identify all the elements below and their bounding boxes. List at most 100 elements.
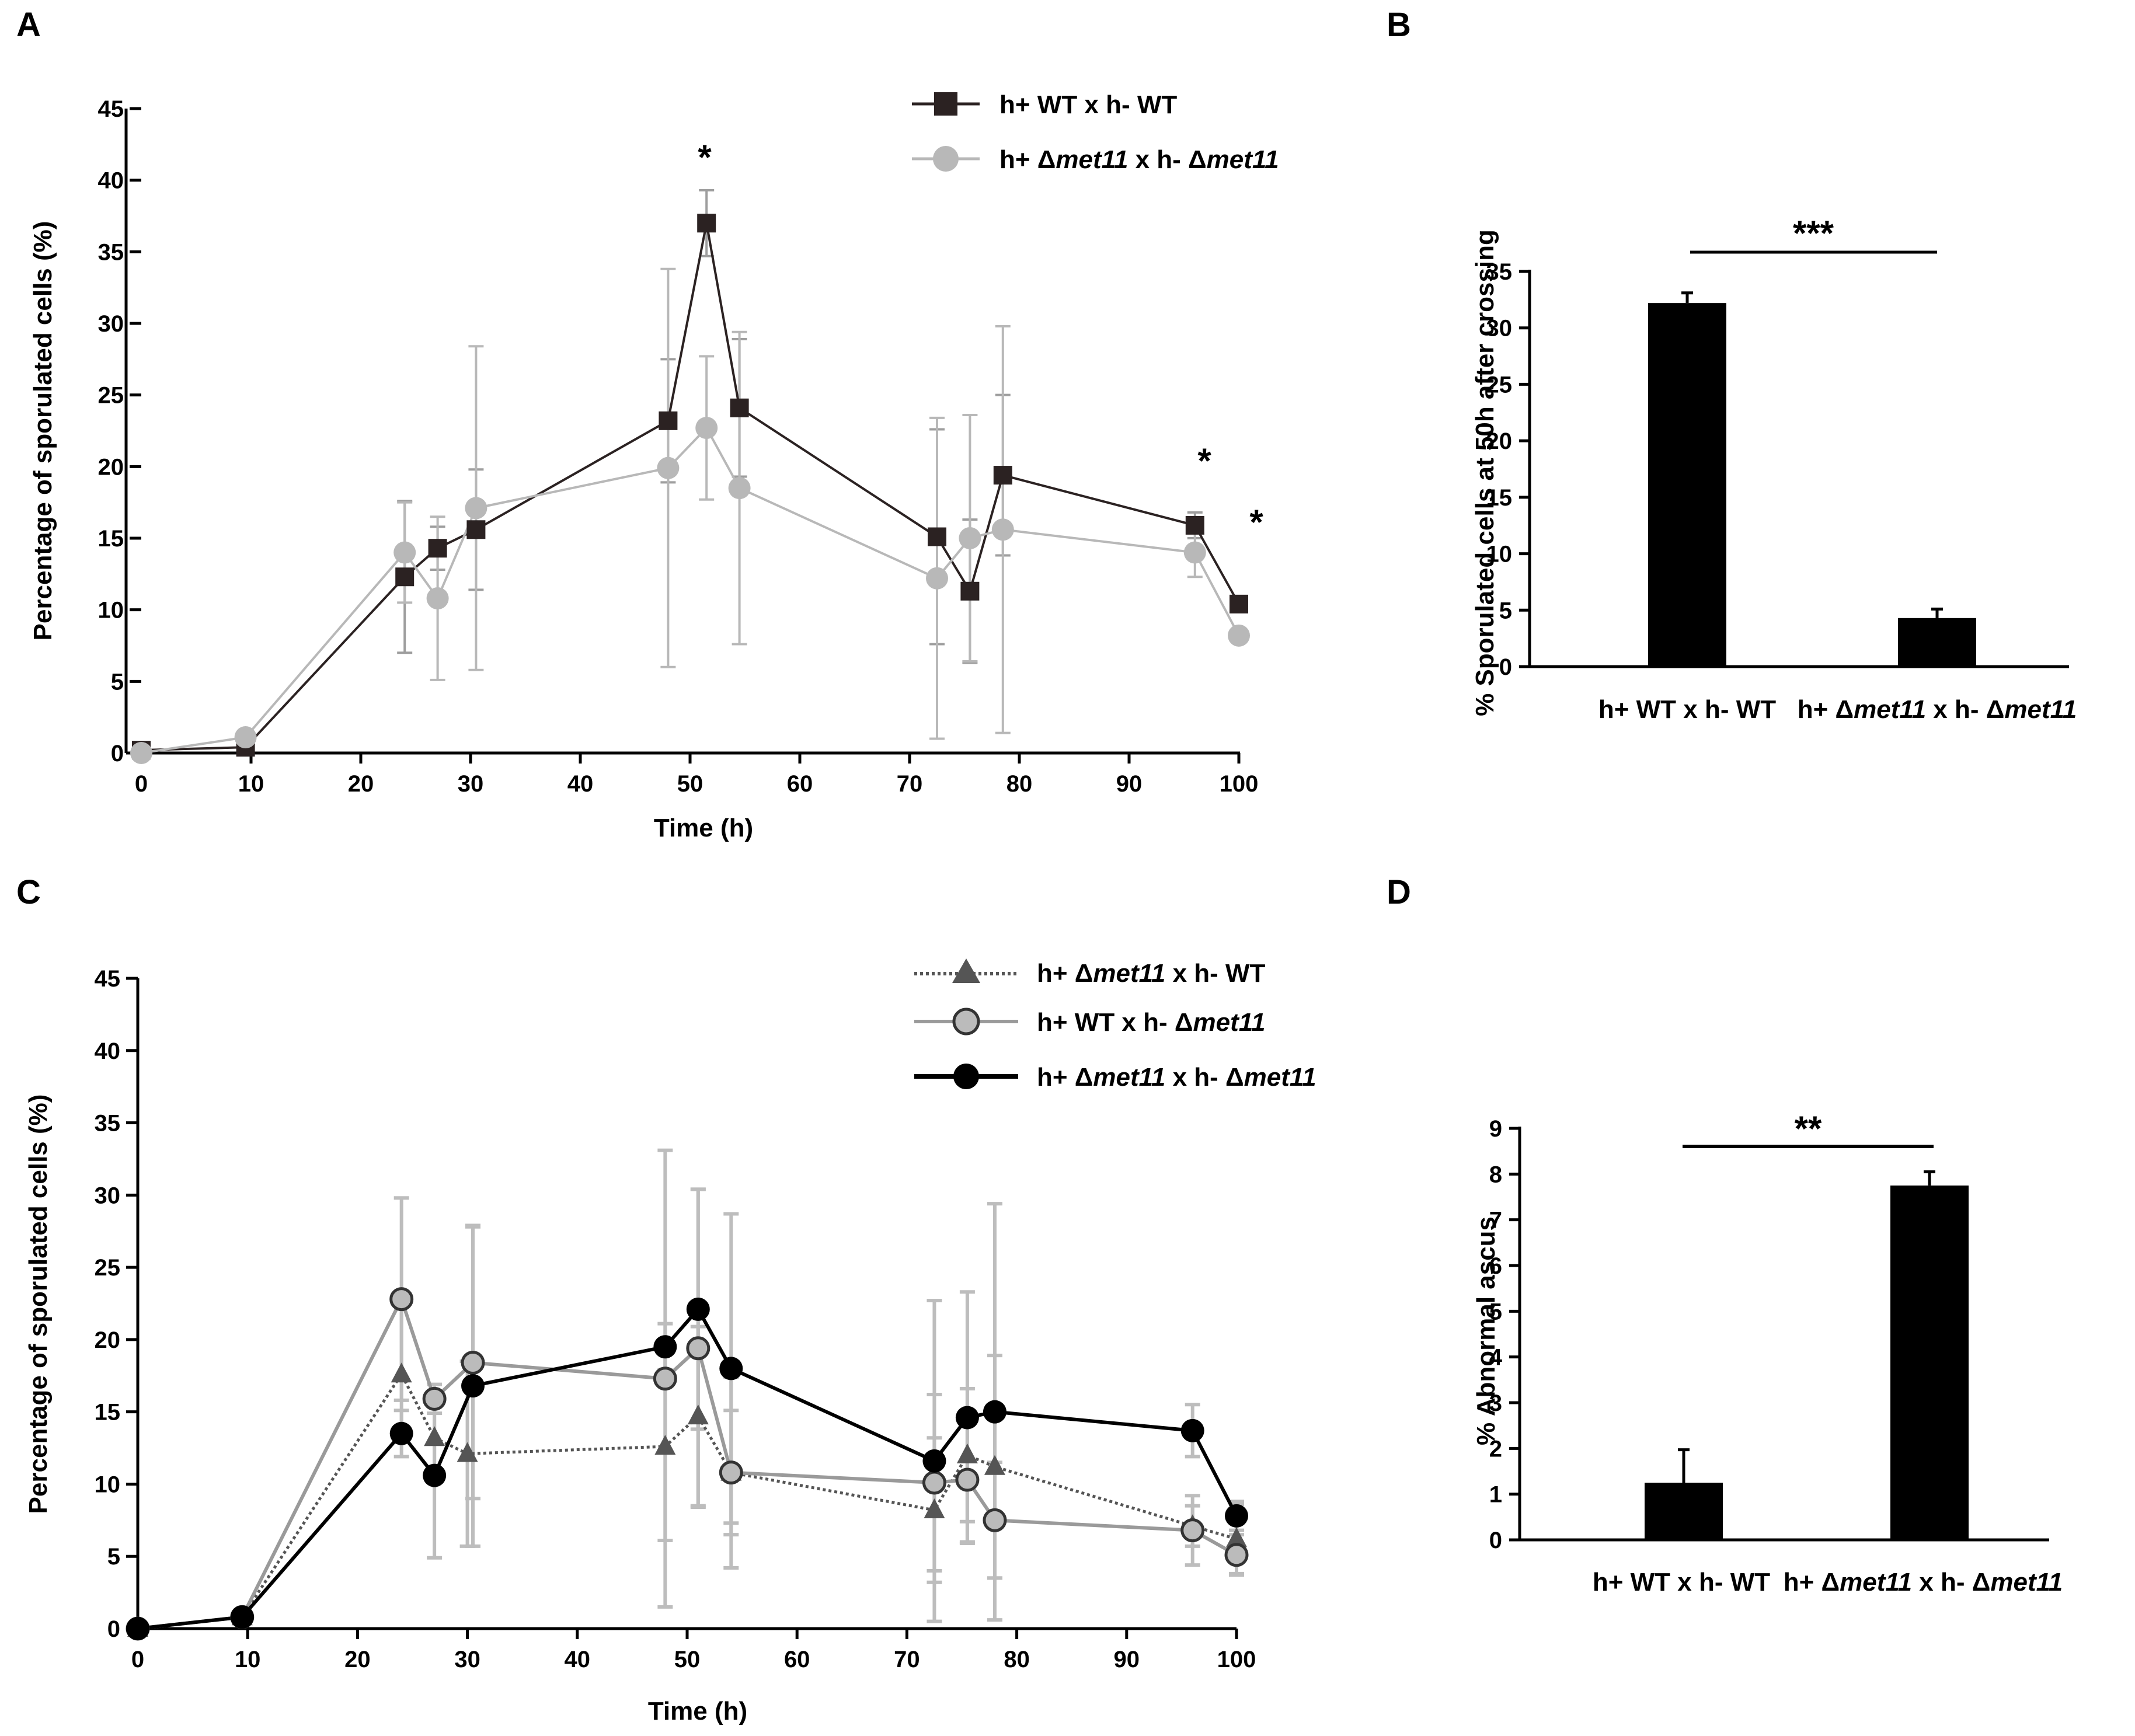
panel-c-line-chart: 0 5 10 15 20 25 30 35 40 45 0 10 20 30 40 50 60 70 80 90 10… bbox=[24, 958, 1316, 1725]
y-tick-label: 10 bbox=[95, 1472, 121, 1497]
legend-a-1-pre: h+ Δ bbox=[999, 145, 1056, 174]
y-tick-label: 7 bbox=[1489, 1208, 1502, 1233]
y-tick-label: 30 bbox=[1486, 316, 1513, 341]
x-tick-label: 10 bbox=[238, 771, 264, 797]
data-point-circle bbox=[695, 417, 718, 440]
legend-c-1-pre: h+ WT x h- Δ bbox=[1037, 1008, 1193, 1037]
x-tick-label: 40 bbox=[567, 771, 594, 797]
panel-b-y-ticks: 0 5 10 15 20 25 30 35 bbox=[1486, 259, 1530, 680]
data-point-circle-outline bbox=[955, 1467, 980, 1492]
legend-c-label-2: h+ Δmet11 x h- Δmet11 bbox=[1037, 1063, 1316, 1092]
data-point-triangle bbox=[424, 1426, 445, 1446]
y-tick-label: 30 bbox=[98, 311, 124, 337]
panel-a-legend: h+ WT x h- WT h+ Δmet11 x h- Δmet11 bbox=[912, 90, 1279, 174]
y-tick-label: 25 bbox=[1486, 372, 1513, 398]
y-tick-label: 10 bbox=[1486, 542, 1513, 567]
data-point-circle bbox=[465, 497, 487, 520]
panel-b-category-label-met11: h+ Δmet11 x h- Δmet11 bbox=[1798, 695, 2077, 724]
legend-a-0-pre: h+ WT x h- WT bbox=[999, 90, 1177, 119]
data-point-circle-outline bbox=[719, 1460, 743, 1485]
panel-c-y-ticks: 0 5 10 15 20 25 30 35 40 45 bbox=[95, 966, 138, 1642]
data-point-square bbox=[697, 214, 716, 233]
data-point-circle bbox=[234, 726, 257, 749]
data-point-circle-outline bbox=[1180, 1518, 1205, 1543]
x-tick-label: 10 bbox=[235, 1647, 261, 1672]
panel-b-cat-0-pre: h+ WT x h- WT bbox=[1598, 695, 1776, 724]
y-tick-label: 25 bbox=[95, 1255, 121, 1281]
x-tick-label: 20 bbox=[348, 771, 374, 797]
bar bbox=[1645, 1483, 1723, 1540]
y-tick-label: 45 bbox=[95, 966, 121, 992]
x-tick-label: 40 bbox=[565, 1647, 591, 1672]
panel-a-x-axis-title: Time (h) bbox=[654, 814, 753, 842]
panel-d-category-label-met11: h+ Δmet11 x h- Δmet11 bbox=[1784, 1568, 2063, 1596]
data-point-circle bbox=[1183, 541, 1206, 564]
data-point-circle-black bbox=[423, 1463, 447, 1487]
data-point-square bbox=[1230, 594, 1248, 613]
y-tick-label: 5 bbox=[107, 1544, 120, 1570]
data-point-circle bbox=[1228, 624, 1250, 647]
panel-d-y-axis-title: % Abnormal ascus bbox=[1472, 1216, 1500, 1445]
y-tick-label: 2 bbox=[1489, 1436, 1502, 1462]
data-point-circle-black bbox=[686, 1297, 710, 1321]
bar bbox=[1648, 303, 1726, 667]
y-tick-label: 10 bbox=[98, 598, 124, 623]
panel-b-bars bbox=[1648, 291, 1976, 667]
y-tick-label: 0 bbox=[107, 1616, 120, 1642]
data-point-circle-outline bbox=[922, 1470, 946, 1495]
panel-d-cat-1-gene1: met11 bbox=[1840, 1568, 1912, 1596]
data-point-circle bbox=[657, 456, 680, 479]
legend-a-1-mid: x h- Δ bbox=[1128, 145, 1206, 174]
data-point-square bbox=[730, 398, 749, 417]
panel-a-significance-star-51h: * bbox=[698, 138, 712, 177]
x-tick-label: 70 bbox=[894, 1647, 920, 1672]
legend-c-1-gene1: met11 bbox=[1193, 1008, 1266, 1037]
data-point-circle bbox=[991, 518, 1014, 541]
x-tick-label: 30 bbox=[454, 1647, 480, 1672]
x-tick-label: 70 bbox=[897, 771, 923, 797]
panel-b-y-axis-title: % Sporulated cells at 50h after crossing bbox=[1471, 229, 1499, 716]
data-point-triangle bbox=[956, 1443, 978, 1463]
panel-d-y-ticks: 0 1 2 3 4 5 6 7 8 9 bbox=[1489, 1116, 1520, 1553]
panel-c-markers bbox=[126, 1287, 1249, 1641]
x-tick-label: 90 bbox=[1114, 1647, 1140, 1672]
y-tick-label: 35 bbox=[1486, 259, 1513, 285]
data-point-circle-black bbox=[922, 1449, 946, 1473]
y-tick-label: 25 bbox=[98, 383, 124, 409]
data-point-triangle bbox=[984, 1455, 1005, 1475]
data-point-square bbox=[993, 466, 1012, 485]
legend-c-marker-outline-circle bbox=[952, 1008, 980, 1036]
x-tick-label: 50 bbox=[677, 771, 703, 797]
y-tick-label: 5 bbox=[1499, 598, 1512, 623]
y-tick-label: 5 bbox=[1489, 1299, 1502, 1324]
data-point-circle bbox=[426, 587, 449, 610]
panel-a-significance-star-96h: * bbox=[1197, 441, 1211, 480]
panel-b-category-label-wt: h+ WT x h- WT bbox=[1598, 695, 1776, 724]
panel-c-x-ticks: 0 10 20 30 40 50 60 70 80 90 100 bbox=[131, 1629, 1256, 1672]
data-point-circle-outline bbox=[389, 1287, 414, 1312]
series-line bbox=[137, 1372, 1237, 1630]
panel-d-bar-chart: 0 1 2 3 4 5 6 7 8 9 % Abnormal ascus ** h+ WT x h… bbox=[1472, 1109, 2063, 1596]
legend-a-1-gene1: met11 bbox=[1056, 145, 1128, 174]
y-tick-label: 3 bbox=[1489, 1390, 1502, 1416]
legend-a-1-gene2: met11 bbox=[1207, 145, 1279, 174]
x-tick-label: 80 bbox=[1004, 1647, 1030, 1672]
y-tick-label: 1 bbox=[1489, 1482, 1502, 1508]
data-point-circle-outline bbox=[686, 1336, 710, 1361]
data-point-circle-outline bbox=[422, 1386, 447, 1411]
data-point-circle-outline bbox=[983, 1508, 1007, 1532]
data-point-circle bbox=[393, 541, 416, 564]
panel-b-letter: B bbox=[1387, 6, 1411, 44]
data-point-circle-black bbox=[126, 1617, 149, 1640]
panel-a-significance-star-100h: * bbox=[1249, 503, 1263, 542]
data-point-circle-black bbox=[1225, 1504, 1248, 1528]
panel-c-y-axis-title: Percentage of sporulated cells (%) bbox=[24, 1094, 53, 1514]
bar bbox=[1898, 618, 1976, 667]
y-tick-label: 40 bbox=[98, 168, 124, 194]
data-point-circle bbox=[130, 742, 152, 764]
x-tick-label: 100 bbox=[1217, 1647, 1256, 1672]
panel-a-error-bars bbox=[238, 189, 1246, 753]
legend-c-label-0: h+ Δmet11 x h- WT bbox=[1037, 959, 1266, 988]
panel-c-letter: C bbox=[16, 873, 41, 911]
